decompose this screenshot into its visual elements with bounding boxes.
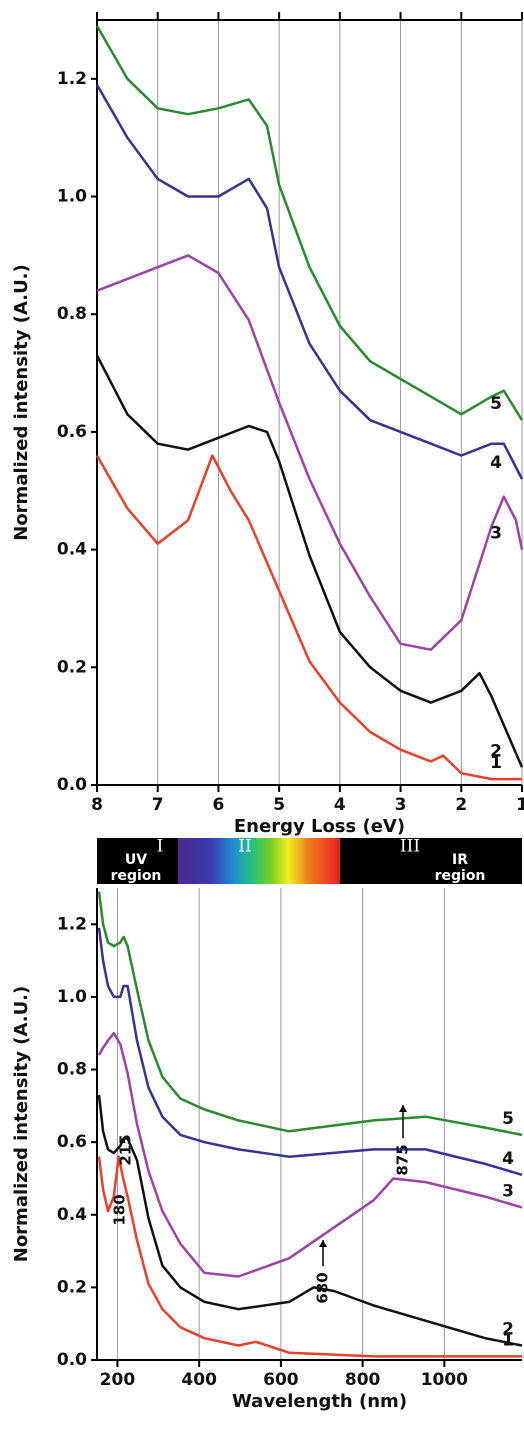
series-label: 3	[490, 524, 502, 544]
y-tick-label: 0.8	[57, 1060, 87, 1080]
y-tick-label: 0.0	[57, 775, 87, 795]
series-line	[97, 891, 523, 1137]
y-tick-label: 0.4	[57, 1205, 87, 1225]
series-label: 4	[502, 1149, 514, 1169]
spectrum-label: II	[238, 837, 251, 857]
x-tick-label: 200	[100, 1370, 136, 1390]
x-tick-label: 800	[345, 1370, 381, 1390]
x-tick-label: 3	[395, 795, 407, 815]
annotation: 875	[394, 1144, 412, 1175]
series-line	[95, 84, 524, 480]
series-label: 2	[490, 741, 502, 761]
x-tick-label: 2	[455, 795, 467, 815]
series-line	[95, 454, 522, 781]
annotation: 680	[314, 1272, 332, 1303]
region-label: IR	[452, 852, 468, 868]
x-tick-label: 7	[152, 795, 164, 815]
region-label: region	[111, 868, 162, 884]
spectrum-label: III	[400, 837, 420, 857]
x-axis-title: Energy Loss (eV)	[234, 816, 405, 837]
series-label: 4	[490, 453, 502, 473]
y-tick-label: 0.6	[57, 422, 87, 442]
y-tick-label: 1.0	[57, 187, 87, 207]
annotation: 215	[117, 1134, 135, 1165]
series-label: 1	[502, 1330, 514, 1350]
series-line	[96, 254, 524, 651]
y-axis-title: Normalized intensity (A.U.)	[11, 264, 32, 541]
x-tick-label: 1	[516, 795, 524, 815]
series-label: 5	[490, 394, 502, 414]
x-tick-label: 5	[273, 795, 285, 815]
x-tick-label: 4	[334, 795, 346, 815]
series-label: 5	[502, 1109, 514, 1129]
series-label: 1	[490, 753, 502, 773]
y-tick-label: 1.2	[57, 69, 87, 89]
y-tick-label: 0.2	[57, 657, 87, 677]
x-tick-label: 8	[91, 795, 103, 815]
y-tick-label: 0.6	[57, 1132, 87, 1152]
y-tick-label: 0.8	[57, 304, 87, 324]
x-tick-label: 600	[263, 1370, 299, 1390]
x-tick-label: 400	[181, 1370, 217, 1390]
y-tick-label: 0.2	[57, 1277, 87, 1297]
y-tick-label: 0.4	[57, 540, 87, 560]
annotation: 180	[111, 1194, 129, 1225]
x-tick-label: 1000	[421, 1370, 468, 1390]
series-line	[95, 25, 524, 421]
x-tick-label: 6	[213, 795, 225, 815]
series-line	[97, 927, 523, 1176]
y-axis-title: Normalized intensity (A.U.)	[11, 986, 32, 1263]
region-label: UV	[125, 852, 147, 868]
series-line	[97, 1094, 523, 1347]
visible-band	[178, 838, 340, 884]
region-label: region	[435, 868, 486, 884]
series-line	[97, 1155, 522, 1358]
series-line	[97, 1031, 523, 1278]
y-tick-label: 1.2	[57, 914, 87, 934]
x-axis-title: Wavelength (nm)	[232, 1391, 407, 1412]
y-tick-label: 1.0	[57, 987, 87, 1007]
arrow-head	[319, 1240, 327, 1247]
y-tick-label: 0.0	[57, 1350, 87, 1370]
series-label: 3	[502, 1182, 514, 1202]
series-label: 2	[502, 1319, 514, 1339]
arrow-head	[399, 1105, 407, 1112]
spectrum-label: I	[157, 837, 164, 857]
series-line	[95, 354, 524, 768]
